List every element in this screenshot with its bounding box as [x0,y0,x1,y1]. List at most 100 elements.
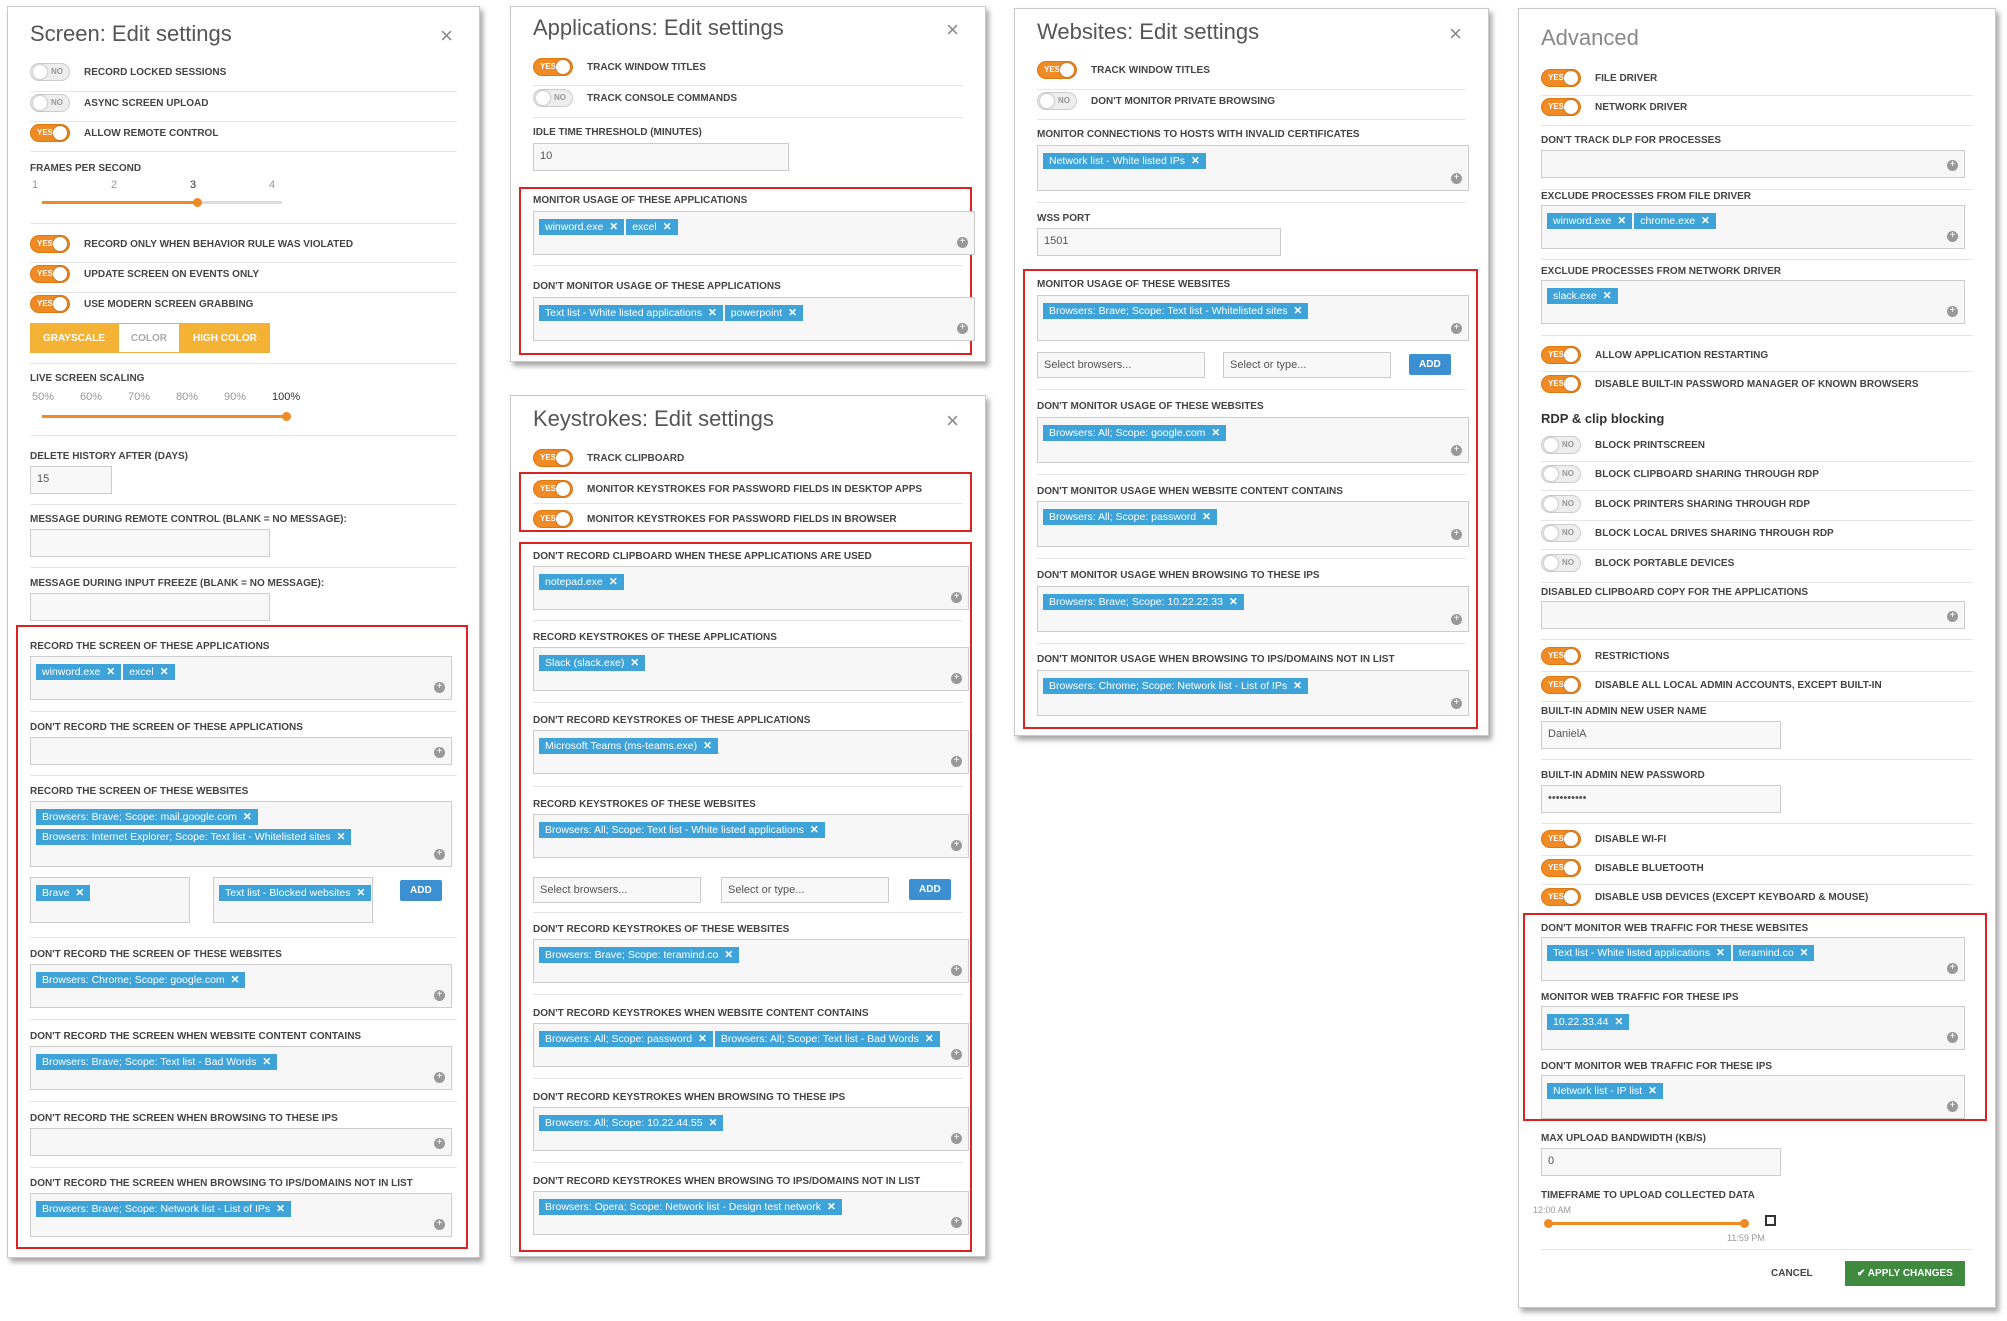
close-icon[interactable]: × [946,408,959,433]
toggle-yes[interactable]: YES [1541,647,1581,665]
add-icon[interactable]: + [1451,614,1462,625]
norec-sites-field[interactable]: Browsers: Chrome; Scope: google.com ✕ + [30,964,452,1008]
remove-icon[interactable]: ✕ [1228,596,1238,608]
toggle-restrictions[interactable]: YES RESTRICTIONS [1541,647,1669,665]
toggle-no[interactable]: NO [30,63,70,81]
add-icon[interactable]: + [951,756,962,767]
mode-high-color[interactable]: HIGH COLOR [179,323,270,353]
toggle-yes[interactable]: YES [30,265,70,283]
add-icon[interactable]: + [1947,231,1958,242]
remove-icon[interactable]: ✕ [1211,427,1221,439]
cancel-button[interactable]: CANCEL [1771,1268,1813,1279]
toggle-block-printers[interactable]: NO BLOCK PRINTERS SHARING THROUGH RDP [1541,495,1810,513]
fps-slider[interactable] [42,201,197,204]
toggle-pw-desktop[interactable]: YES MONITOR KEYSTROKES FOR PASSWORD FIELD… [533,480,922,498]
nomon-ips-field[interactable]: Browsers: Brave; Scope: 10.22.22.33 ✕ + [1037,586,1469,632]
close-icon[interactable]: × [440,23,453,48]
toggle-no[interactable]: NO [1541,465,1581,483]
rec-keys-sites-field[interactable]: Browsers: All; Scope: Text list - White … [533,814,969,858]
remove-icon[interactable]: ✕ [356,887,366,899]
noclip-apps-field[interactable]: notepad.exe ✕ + [533,566,969,610]
add-icon[interactable]: + [1451,323,1462,334]
toggle-block-printscreen[interactable]: NO BLOCK PRINTSCREEN [1541,436,1705,454]
toggle-yes[interactable]: YES [533,480,573,498]
remove-icon[interactable]: ✕ [1701,215,1710,227]
toggle-disable-admins[interactable]: YES DISABLE ALL LOCAL ADMIN ACCOUNTS, EXC… [1541,676,1882,694]
toggle-network-driver[interactable]: YES NETWORK DRIVER [1541,98,1687,116]
scaling-slider-handle[interactable] [282,412,291,421]
norec-ips-field[interactable]: + [30,1128,452,1156]
remove-icon[interactable]: ✕ [242,811,252,823]
toggle-async-upload[interactable]: NO ASYNC SCREEN UPLOAD [30,94,208,112]
remove-icon[interactable]: ✕ [1293,305,1303,317]
msg-remote-input[interactable] [30,529,270,557]
add-icon[interactable]: + [957,323,968,334]
monips-field[interactable]: 10.22.33.44 ✕ + [1541,1006,1965,1050]
select-browsers-input[interactable]: Select browsers... [1037,352,1205,378]
apply-changes-button[interactable]: ✔ APPLY CHANGES [1845,1261,1965,1286]
remove-icon[interactable]: ✕ [1202,511,1211,523]
nomonweb-field[interactable]: Text list - White listed applications ✕ te… [1541,937,1965,981]
add-icon[interactable]: + [951,965,962,976]
norec-keys-notlist-field[interactable]: Browsers: Opera; Scope: Network list - D… [533,1191,969,1235]
add-icon[interactable]: + [957,237,968,248]
remove-icon[interactable]: ✕ [75,887,85,899]
remove-icon[interactable]: ✕ [1190,155,1200,167]
admin-user-input[interactable]: DanielA [1541,721,1781,749]
msg-freeze-input[interactable] [30,593,270,621]
remove-icon[interactable]: ✕ [703,740,712,752]
toggle-no[interactable]: NO [1541,436,1581,454]
scaling-slider[interactable] [42,415,286,418]
toggle-yes[interactable]: YES [1541,98,1581,116]
remove-icon[interactable]: ✕ [1617,215,1627,227]
norec-keys-sites-field[interactable]: Browsers: Brave; Scope: teramind.co ✕ + [533,939,969,983]
nomon-apps-field[interactable]: Text list - White listed applications ✕ po… [533,297,975,341]
toggle-block-portable[interactable]: NO BLOCK PORTABLE DEVICES [1541,554,1734,572]
clip-field[interactable]: + [1541,601,1965,629]
toggle-window-titles[interactable]: YES TRACK WINDOW TITLES [1037,61,1210,79]
select-type-input[interactable]: Select or type... [1223,352,1391,378]
toggle-yes[interactable]: YES [30,124,70,142]
rec-sites-field[interactable]: Browsers: Brave; Scope: mail.google.com ✕… [30,801,452,867]
toggle-no[interactable]: NO [1541,524,1581,542]
remove-icon[interactable]: ✕ [609,221,619,233]
toggle-private-browsing[interactable]: NO DON'T MONITOR PRIVATE BROWSING [1037,92,1275,110]
delete-history-input[interactable]: 15 [30,466,112,494]
scope-select[interactable]: Text list - Blocked websites ✕ [213,877,373,923]
toggle-block-clipboard[interactable]: NO BLOCK CLIPBOARD SHARING THROUGH RDP [1541,465,1819,483]
toggle-update-events[interactable]: YES UPDATE SCREEN ON EVENTS ONLY [30,265,259,283]
remove-icon[interactable]: ✕ [1614,1016,1624,1028]
timeframe-slider[interactable] [1549,1222,1745,1225]
toggle-yes[interactable]: YES [1541,375,1581,393]
add-icon[interactable]: + [434,1219,445,1230]
add-icon[interactable]: + [951,1049,962,1060]
toggle-record-violated[interactable]: YES RECORD ONLY WHEN BEHAVIOR RULE WAS VI… [30,235,353,253]
remove-icon[interactable]: ✕ [276,1203,285,1215]
toggle-file-driver[interactable]: YES FILE DRIVER [1541,69,1657,87]
expand-icon[interactable] [1765,1215,1776,1226]
add-icon[interactable]: + [1451,698,1462,709]
toggle-yes[interactable]: YES [1541,676,1581,694]
toggle-yes[interactable]: YES [1541,830,1581,848]
mode-color[interactable]: COLOR [117,323,180,353]
add-button[interactable]: ADD [1409,354,1451,375]
nomon-content-field[interactable]: Browsers: All; Scope: password ✕ + [1037,501,1469,547]
add-icon[interactable]: + [434,990,445,1001]
toggle-yes[interactable]: YES [1037,61,1077,79]
add-icon[interactable]: + [951,1217,962,1228]
add-icon[interactable]: + [1947,1032,1958,1043]
timeframe-start-handle[interactable] [1544,1219,1553,1228]
toggle-console-commands[interactable]: NO TRACK CONSOLE COMMANDS [533,89,737,107]
mon-apps-field[interactable]: winword.exe ✕ excel ✕ + [533,211,975,255]
toggle-disable-usb[interactable]: YES DISABLE USB DEVICES (EXCEPT KEYBOARD … [1541,888,1868,906]
add-icon[interactable]: + [951,840,962,851]
add-icon[interactable]: + [434,1138,445,1149]
add-icon[interactable]: + [1451,445,1462,456]
remove-icon[interactable]: ✕ [708,1117,718,1129]
toggle-block-drives[interactable]: NO BLOCK LOCAL DRIVES SHARING THROUGH RDP [1541,524,1834,542]
color-mode-segmented[interactable]: GRAYSCALE COLOR HIGH COLOR [30,323,270,353]
toggle-record-locked[interactable]: NO RECORD LOCKED SESSIONS [30,63,226,81]
add-icon[interactable]: + [434,682,445,693]
remove-icon[interactable]: ✕ [1293,680,1302,692]
cert-field[interactable]: Network list - White listed IPs ✕ + [1037,145,1469,191]
